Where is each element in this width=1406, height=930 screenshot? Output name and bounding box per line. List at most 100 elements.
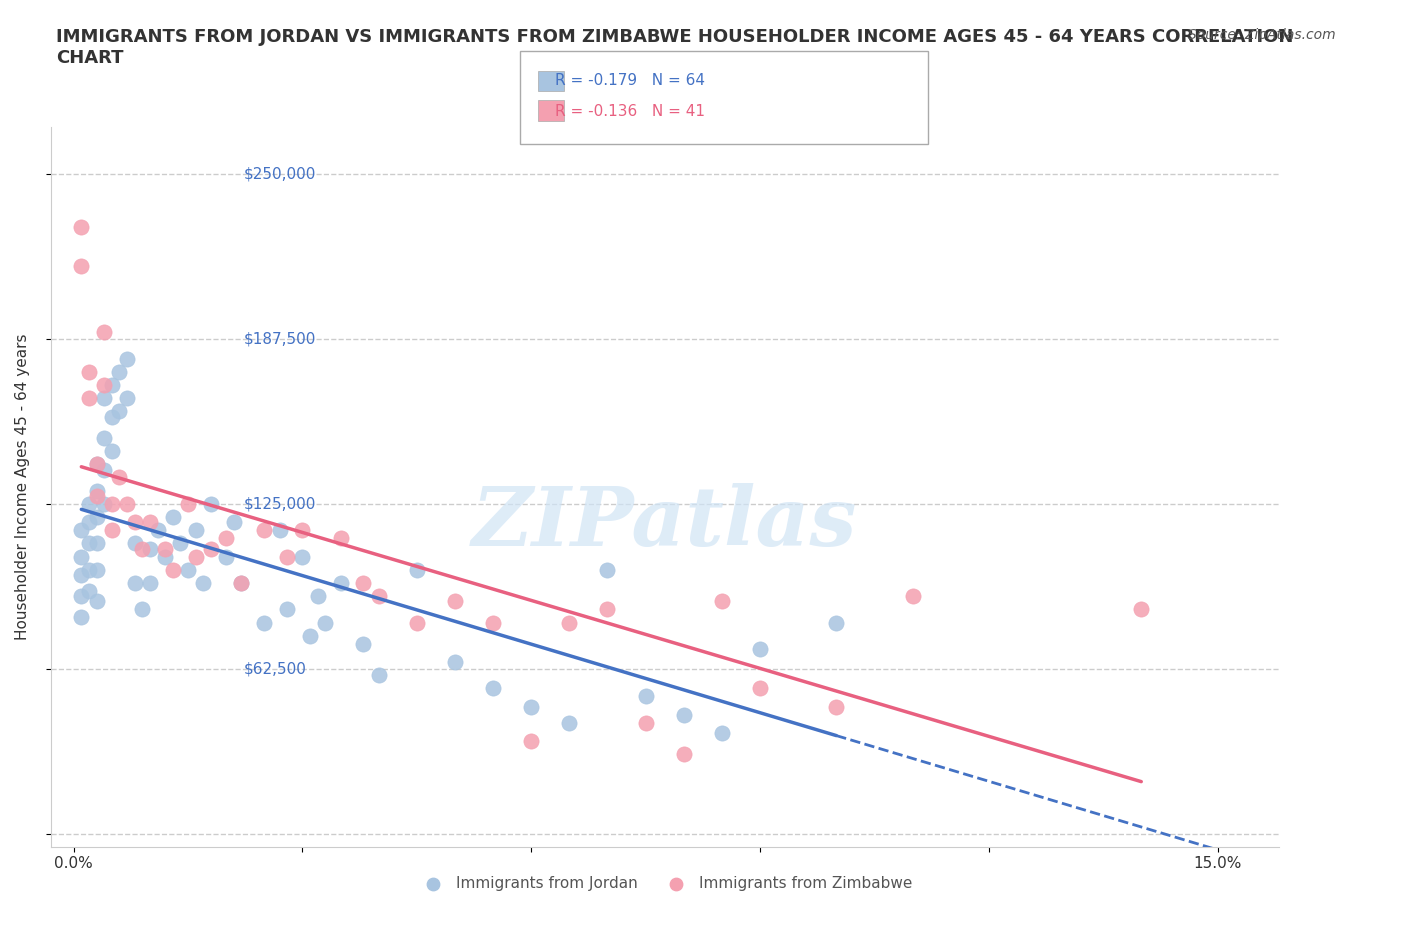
Point [177,563,200,578]
Point [101,409,124,424]
Point [634,715,657,730]
Point [634,689,657,704]
Point [86,594,108,609]
Point [101,497,124,512]
Legend: Immigrants from Jordan, Immigrants from Zimbabwe: Immigrants from Jordan, Immigrants from … [412,870,918,897]
Point [482,681,505,696]
Point [596,563,619,578]
Point [1130,602,1153,617]
Point [215,549,238,564]
Point [405,615,427,630]
Point [70,549,93,564]
Point [86,488,108,503]
Point [291,523,314,538]
Point [70,219,93,234]
Point [253,523,276,538]
Point [115,352,138,366]
Point [146,523,169,538]
Point [101,444,124,458]
Point [139,541,162,556]
Point [124,576,146,591]
Point [901,589,924,604]
Point [169,536,191,551]
Point [70,523,93,538]
Point [124,515,146,530]
Y-axis label: Householder Income Ages 45 - 64 years: Householder Income Ages 45 - 64 years [15,334,30,640]
Point [291,549,314,564]
Point [155,541,177,556]
Point [93,431,115,445]
Point [93,325,115,339]
Point [93,391,115,405]
Point [276,549,298,564]
Point [405,563,427,578]
Point [77,365,100,379]
Point [155,549,177,564]
Text: IMMIGRANTS FROM JORDAN VS IMMIGRANTS FROM ZIMBABWE HOUSEHOLDER INCOME AGES 45 - : IMMIGRANTS FROM JORDAN VS IMMIGRANTS FRO… [56,28,1294,67]
Text: ZIPatlas: ZIPatlas [472,483,858,563]
Point [825,615,848,630]
Point [77,563,100,578]
Point [86,510,108,525]
Point [77,515,100,530]
Point [672,747,695,762]
Point [231,576,253,591]
Point [367,668,389,683]
Point [520,699,543,714]
Point [200,541,222,556]
Point [77,536,100,551]
Point [749,681,772,696]
Point [222,515,245,530]
Point [253,615,276,630]
Point [108,404,131,418]
Point [520,734,543,749]
Point [77,497,100,512]
Point [70,610,93,625]
Text: Source: ZipAtlas.com: Source: ZipAtlas.com [1188,28,1336,42]
Point [162,510,184,525]
Point [124,536,146,551]
Point [307,589,329,604]
Point [353,576,375,591]
Point [444,594,467,609]
Point [86,484,108,498]
Point [558,615,581,630]
Point [77,583,100,598]
Point [710,594,733,609]
Point [444,655,467,670]
Point [93,462,115,477]
Point [108,365,131,379]
Point [482,615,505,630]
Text: $62,500: $62,500 [243,661,307,676]
Text: $250,000: $250,000 [243,166,316,181]
Point [70,259,93,273]
Point [139,515,162,530]
Point [131,602,153,617]
Point [86,536,108,551]
Point [101,378,124,392]
Text: R = -0.179   N = 64: R = -0.179 N = 64 [555,73,706,88]
Point [184,523,207,538]
Point [86,457,108,472]
Point [558,715,581,730]
Point [299,629,322,644]
Text: $125,000: $125,000 [243,497,316,512]
Point [314,615,336,630]
Point [329,531,352,546]
Point [108,470,131,485]
Point [86,563,108,578]
Point [93,378,115,392]
Point [367,589,389,604]
Point [70,589,93,604]
Point [139,576,162,591]
Point [200,497,222,512]
Point [825,699,848,714]
Point [115,497,138,512]
Text: $187,500: $187,500 [243,331,316,347]
Text: R = -0.136   N = 41: R = -0.136 N = 41 [555,104,706,119]
Point [77,391,100,405]
Point [329,576,352,591]
Point [93,497,115,512]
Point [353,636,375,651]
Point [101,523,124,538]
